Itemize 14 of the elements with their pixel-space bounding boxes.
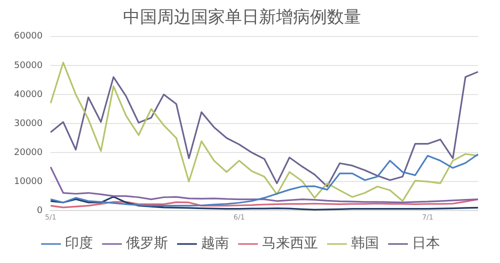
y-tick-label: 30000 xyxy=(14,118,43,129)
legend-label: 马来西亚 xyxy=(262,236,318,252)
legend-label: 印度 xyxy=(65,236,93,252)
y-tick-label: 60000 xyxy=(14,32,43,42)
y-tick-label: 50000 xyxy=(14,60,43,71)
y-tick-label: 40000 xyxy=(14,90,43,100)
legend-label: 越南 xyxy=(201,236,229,252)
legend-label: 日本 xyxy=(412,236,440,252)
chart-title: 中国周边国家单日新增病例数量 xyxy=(123,8,361,28)
y-tick-label: 20000 xyxy=(14,148,43,158)
y-tick-label: 0 xyxy=(36,206,43,216)
legend-label: 韩国 xyxy=(351,236,379,252)
y-tick-label: 10000 xyxy=(14,176,43,187)
legend-label: 俄罗斯 xyxy=(126,236,168,252)
